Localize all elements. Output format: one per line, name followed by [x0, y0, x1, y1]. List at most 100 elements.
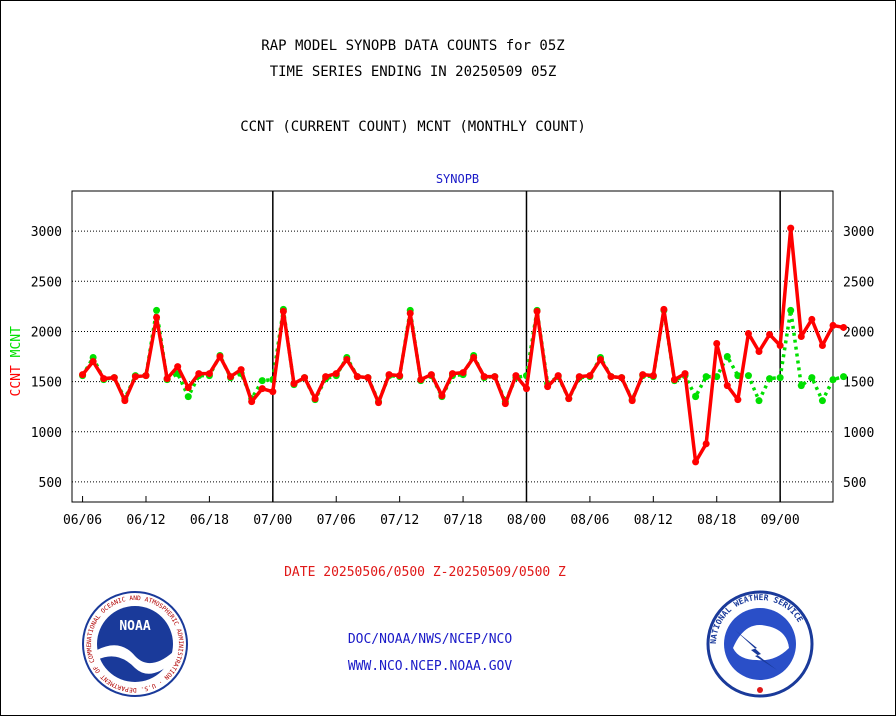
data-point-ccnt: [755, 348, 763, 356]
data-point-ccnt: [734, 396, 742, 404]
y-axis-label-ccnt: CCNT: [9, 365, 24, 396]
data-point-ccnt: [131, 373, 139, 381]
data-point-mcnt: [153, 306, 161, 314]
data-point-mcnt: [766, 375, 774, 383]
y-tick-label-left: 500: [39, 476, 62, 491]
data-point-ccnt: [438, 392, 446, 400]
x-tick-label: 08/12: [634, 513, 673, 528]
noaa-logo-center-text: NOAA: [119, 619, 150, 634]
data-point-ccnt: [322, 373, 330, 381]
data-point-ccnt: [660, 305, 668, 313]
x-tick-label: 06/06: [63, 513, 102, 528]
data-point-ccnt: [808, 315, 816, 323]
data-point-ccnt: [512, 372, 520, 380]
data-point-ccnt: [692, 458, 700, 466]
data-point-ccnt: [269, 388, 277, 396]
data-point-ccnt: [142, 372, 150, 380]
data-point-ccnt: [618, 374, 626, 382]
data-point-ccnt: [797, 332, 805, 340]
y-axis-label: CCNT MCNT: [9, 326, 24, 397]
data-point-ccnt: [501, 400, 509, 408]
data-point-ccnt: [364, 374, 372, 382]
y-tick-label-right: 2500: [843, 275, 874, 290]
y-tick-label-left: 2500: [31, 275, 62, 290]
data-point-ccnt: [491, 373, 499, 381]
x-tick-label: 07/12: [380, 513, 419, 528]
data-point-ccnt: [195, 370, 203, 378]
data-point-ccnt: [628, 397, 636, 405]
data-point-ccnt: [744, 329, 752, 337]
data-point-mcnt: [744, 372, 752, 380]
data-point-mcnt: [692, 393, 700, 401]
data-point-ccnt: [353, 373, 361, 381]
data-point-ccnt: [649, 372, 657, 380]
data-point-mcnt: [702, 373, 710, 381]
data-point-ccnt: [332, 370, 340, 378]
data-point-mcnt: [797, 382, 805, 390]
data-point-ccnt: [586, 372, 594, 380]
x-tick-label: 08/18: [697, 513, 736, 528]
data-point-mcnt: [734, 372, 742, 380]
x-tick-label: 06/12: [126, 513, 165, 528]
x-tick-label: 06/18: [190, 513, 229, 528]
noaa-logo: NOAA NATIONAL OCEANIC AND ATMOSPHERIC AD…: [80, 590, 188, 697]
y-tick-label-right: 1500: [843, 376, 874, 391]
data-point-ccnt: [681, 370, 689, 378]
data-point-ccnt: [301, 374, 309, 382]
data-point-ccnt: [417, 376, 425, 384]
data-point-mcnt: [755, 397, 763, 405]
data-point-ccnt: [237, 366, 245, 374]
data-point-ccnt: [787, 224, 795, 232]
y-axis-label-mcnt: MCNT: [9, 326, 24, 365]
data-point-ccnt: [163, 375, 171, 383]
data-point-mcnt: [258, 377, 266, 385]
data-point-ccnt: [522, 385, 530, 393]
data-point-mcnt: [184, 393, 192, 401]
x-tick-label: 07/00: [253, 513, 292, 528]
date-range-label: DATE 20250506/0500 Z-20250509/0500 Z: [284, 565, 566, 580]
data-point-ccnt: [470, 354, 478, 362]
org-path-text: DOC/NOAA/NWS/NCEP/NCO: [347, 632, 513, 647]
data-point-mcnt: [776, 374, 784, 382]
data-point-ccnt: [248, 398, 256, 406]
data-point-ccnt: [79, 371, 87, 379]
data-point-ccnt: [396, 372, 404, 380]
plot-area-border: [71, 190, 834, 503]
data-point-ccnt: [596, 356, 604, 364]
data-point-ccnt: [258, 385, 266, 393]
data-point-ccnt: [279, 307, 287, 315]
chart-title-line-3: CCNT (CURRENT COUNT) MCNT (MONTHLY COUNT…: [240, 119, 586, 135]
data-point-ccnt: [544, 383, 552, 391]
x-tick-label: 08/06: [570, 513, 609, 528]
y-tick-label-right: 3000: [843, 225, 874, 240]
y-tick-label-right: 1000: [843, 426, 874, 441]
data-point-ccnt: [670, 376, 678, 384]
data-point-ccnt: [216, 353, 224, 361]
data-point-ccnt: [840, 323, 848, 331]
data-point-ccnt: [565, 395, 573, 403]
data-point-ccnt: [110, 374, 118, 382]
data-point-ccnt: [205, 370, 213, 378]
data-point-ccnt: [575, 373, 583, 381]
website-link[interactable]: WWW.NCO.NCEP.NOAA.GOV: [347, 659, 513, 674]
data-point-ccnt: [639, 371, 647, 379]
data-point-ccnt: [554, 372, 562, 380]
data-point-mcnt: [787, 306, 795, 314]
y-tick-label-right: 500: [843, 476, 866, 491]
y-tick-label-right: 2000: [843, 325, 874, 340]
data-point-ccnt: [723, 382, 731, 390]
data-point-ccnt: [713, 339, 721, 347]
data-point-ccnt: [184, 384, 192, 392]
data-point-mcnt: [829, 376, 837, 384]
data-point-ccnt: [829, 321, 837, 329]
y-tick-label-left: 3000: [31, 225, 62, 240]
data-point-mcnt: [818, 397, 826, 405]
data-point-ccnt: [343, 356, 351, 364]
data-point-ccnt: [406, 309, 414, 317]
data-point-ccnt: [818, 341, 826, 349]
y-tick-label-left: 1000: [31, 426, 62, 441]
data-point-ccnt: [702, 440, 710, 448]
data-point-ccnt: [766, 330, 774, 338]
data-point-ccnt: [607, 373, 615, 381]
data-point-ccnt: [174, 363, 182, 371]
